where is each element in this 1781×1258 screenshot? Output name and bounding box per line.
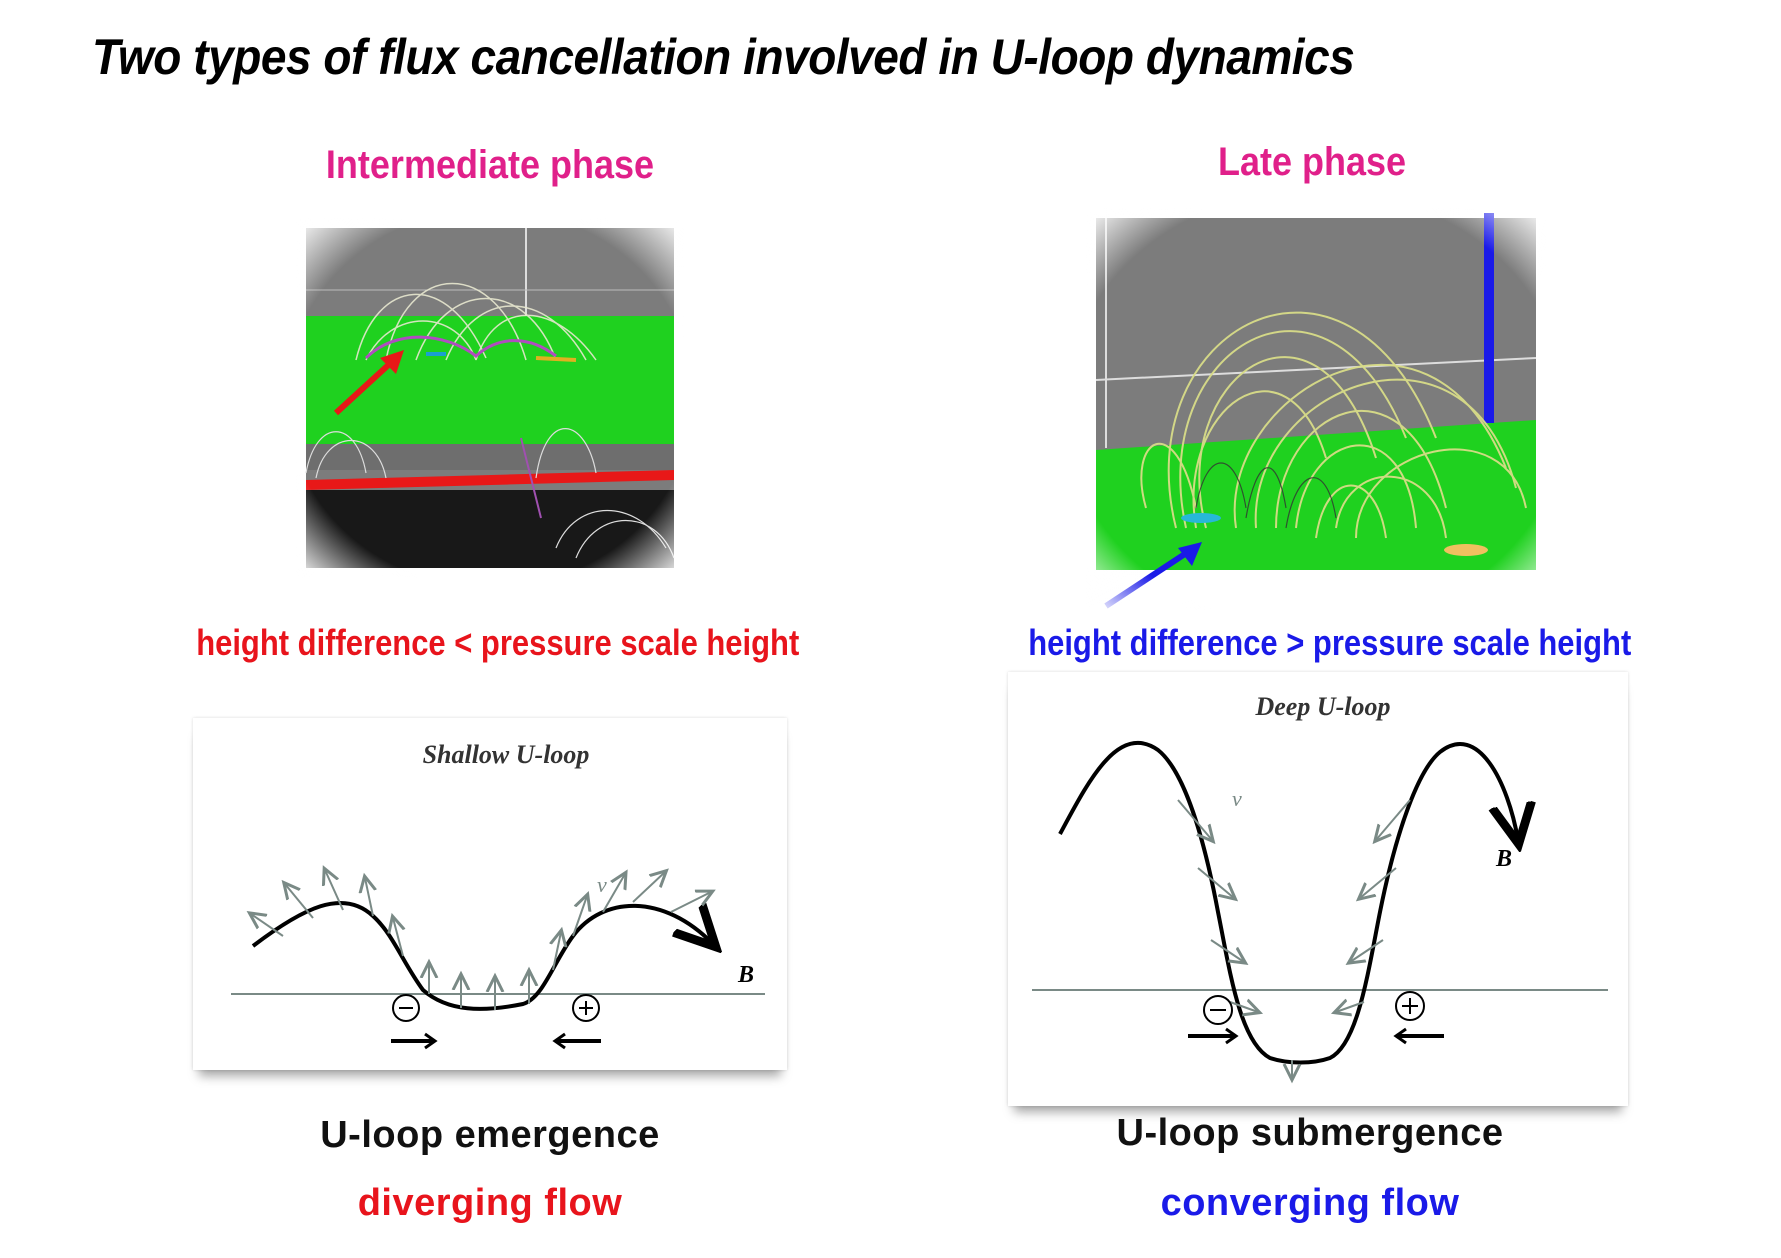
deep-condition-text: height difference > pressure scale heigh… [1028, 622, 1632, 663]
late-phase-heading: Late phase [1217, 140, 1407, 184]
intermediate-phase-simulation-image [296, 218, 684, 578]
velocity-label-left: v [597, 872, 607, 897]
negative-polarity-icon [392, 994, 420, 1022]
late-phase-simulation-image [1086, 208, 1546, 610]
deep-u-loop-title: Deep U-loop [1255, 692, 1391, 721]
diverging-flow-caption: diverging flow [357, 1182, 623, 1224]
deep-u-loop-diagram: Deep U-loop v B [1008, 672, 1628, 1106]
converging-flow-caption: converging flow [1160, 1182, 1460, 1224]
negative-polarity-icon [1203, 995, 1233, 1025]
right-flow-arrow-icon [1188, 1027, 1239, 1045]
intermediate-phase-heading: Intermediate phase [325, 143, 655, 187]
positive-polarity-icon [1395, 991, 1425, 1021]
left-flow-arrow-icon [552, 1032, 601, 1050]
right-flow-arrow-icon [391, 1032, 438, 1050]
page-title: Two types of flux cancellation involved … [92, 29, 1355, 85]
positive-polarity-icon [572, 994, 600, 1022]
submergence-caption: U-loop submergence [1116, 1112, 1504, 1154]
shallow-u-loop-title: Shallow U-loop [422, 740, 590, 769]
shallow-u-loop-diagram: Shallow U-loop [193, 718, 787, 1070]
left-flow-arrow-icon [1393, 1027, 1444, 1045]
field-label-left: B [737, 962, 754, 988]
shallow-condition-text: height difference < pressure scale heigh… [196, 622, 800, 663]
field-label-right: B [1495, 846, 1512, 872]
velocity-label-right: v [1232, 786, 1242, 811]
emergence-caption: U-loop emergence [320, 1114, 660, 1156]
